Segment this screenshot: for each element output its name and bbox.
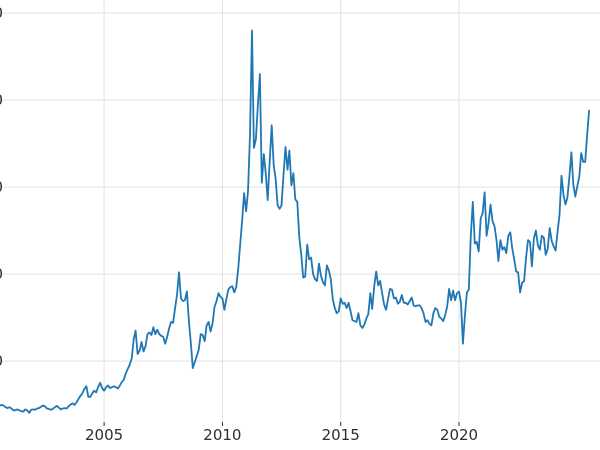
x-tick-label-2010: 2010: [203, 426, 242, 444]
x-tick-label-2020: 2020: [439, 426, 479, 444]
x-tick-label-2015: 2015: [321, 426, 360, 444]
y-tick-label-50: 50: [0, 4, 3, 22]
series-line-silver-price-usd-per-oz: [0, 29, 590, 414]
y-tick-label-30: 30: [0, 178, 3, 196]
y-tick-label-10: 10: [0, 352, 3, 370]
y-tick-label-20: 20: [0, 265, 3, 283]
y-tick-label-40: 40: [0, 91, 3, 109]
x-tick-label-2005: 2005: [85, 426, 124, 444]
